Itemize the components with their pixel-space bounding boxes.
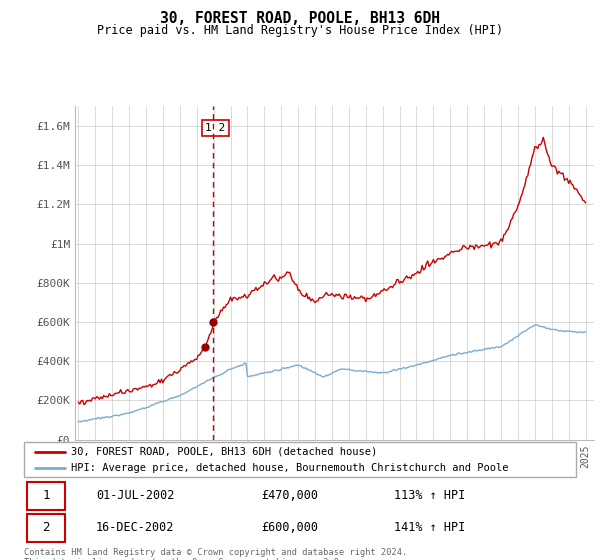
- Text: Contains HM Land Registry data © Crown copyright and database right 2024.
This d: Contains HM Land Registry data © Crown c…: [24, 548, 407, 560]
- Text: Price paid vs. HM Land Registry's House Price Index (HPI): Price paid vs. HM Land Registry's House …: [97, 24, 503, 37]
- Text: 30, FOREST ROAD, POOLE, BH13 6DH (detached house): 30, FOREST ROAD, POOLE, BH13 6DH (detach…: [71, 447, 377, 457]
- Text: 1 2: 1 2: [205, 123, 226, 133]
- Text: 01-JUL-2002: 01-JUL-2002: [96, 489, 174, 502]
- Text: 141% ↑ HPI: 141% ↑ HPI: [394, 521, 465, 534]
- Text: HPI: Average price, detached house, Bournemouth Christchurch and Poole: HPI: Average price, detached house, Bour…: [71, 464, 508, 473]
- Text: 2: 2: [43, 521, 50, 534]
- Text: 113% ↑ HPI: 113% ↑ HPI: [394, 489, 465, 502]
- Text: £470,000: £470,000: [262, 489, 319, 502]
- Text: 1: 1: [43, 489, 50, 502]
- Text: £600,000: £600,000: [262, 521, 319, 534]
- FancyBboxPatch shape: [27, 482, 65, 510]
- Text: 30, FOREST ROAD, POOLE, BH13 6DH: 30, FOREST ROAD, POOLE, BH13 6DH: [160, 11, 440, 26]
- Text: 16-DEC-2002: 16-DEC-2002: [96, 521, 174, 534]
- FancyBboxPatch shape: [24, 442, 576, 477]
- FancyBboxPatch shape: [27, 514, 65, 542]
